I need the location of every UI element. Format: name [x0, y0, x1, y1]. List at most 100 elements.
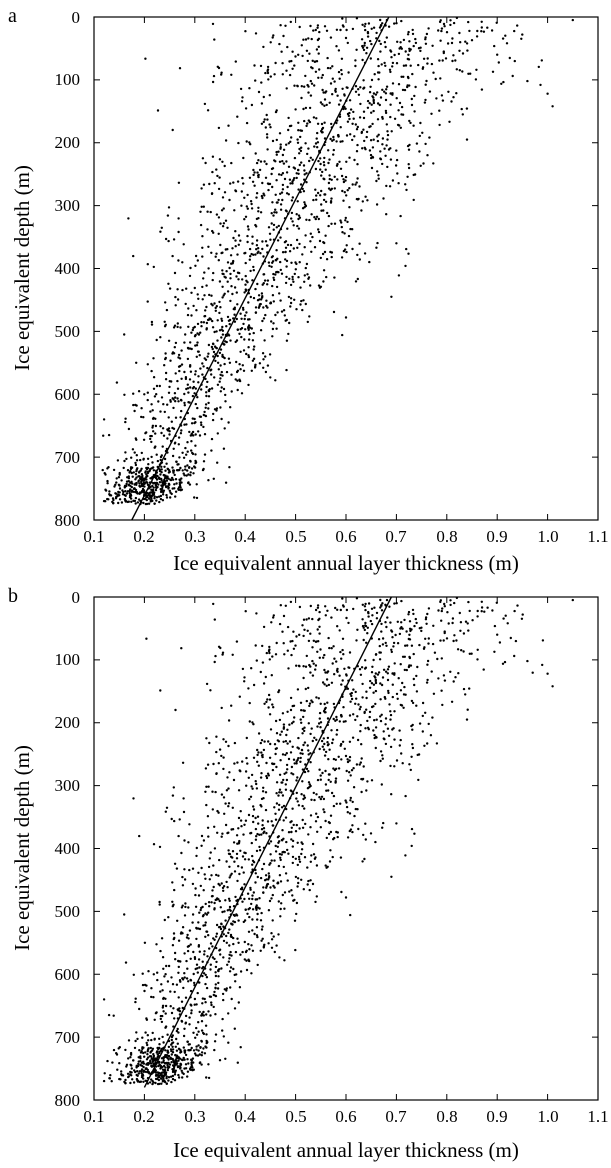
data-point	[236, 369, 240, 372]
data-point	[482, 668, 485, 671]
data-point	[184, 376, 188, 379]
data-point	[222, 925, 225, 928]
data-point	[327, 683, 331, 687]
data-point	[376, 91, 379, 94]
data-point	[318, 239, 322, 243]
data-point	[171, 944, 175, 947]
data-point	[249, 200, 253, 203]
data-point	[358, 668, 362, 671]
data-point	[205, 1041, 208, 1045]
data-point	[266, 65, 270, 69]
data-point	[210, 449, 213, 452]
data-point	[304, 687, 307, 691]
data-point	[252, 265, 255, 269]
data-point	[446, 42, 450, 45]
data-point	[374, 679, 377, 683]
data-point	[240, 392, 244, 395]
data-point	[418, 722, 422, 725]
data-point	[307, 686, 310, 690]
data-point	[200, 1051, 204, 1054]
data-point	[344, 219, 347, 222]
data-point	[127, 427, 131, 431]
data-point	[159, 230, 162, 233]
data-point	[338, 674, 341, 677]
data-point	[293, 64, 296, 67]
data-point	[277, 198, 280, 202]
data-point	[279, 880, 283, 883]
data-point	[173, 862, 177, 865]
data-point	[307, 91, 310, 94]
data-point	[305, 172, 308, 175]
data-point	[521, 33, 524, 36]
data-point	[160, 465, 163, 468]
data-point	[226, 886, 229, 889]
data-point	[285, 259, 289, 263]
data-point	[514, 639, 518, 643]
data-point	[260, 739, 264, 742]
data-point	[205, 913, 209, 916]
data-point	[207, 407, 210, 410]
data-point	[300, 299, 303, 303]
data-point	[175, 1057, 178, 1060]
data-point	[347, 71, 350, 74]
data-point	[360, 757, 363, 760]
data-point	[240, 100, 244, 103]
data-point	[214, 255, 217, 258]
data-point	[226, 280, 229, 283]
panel-b-points	[102, 596, 574, 1086]
data-point	[376, 673, 380, 676]
data-point	[450, 700, 454, 703]
data-point	[372, 96, 375, 99]
data-point	[331, 139, 334, 142]
data-point	[404, 794, 407, 798]
data-point	[142, 485, 145, 488]
panel-b-x-tick-label: 0.7	[385, 1107, 407, 1126]
data-point	[108, 490, 111, 493]
data-point	[300, 709, 303, 712]
data-point	[319, 774, 322, 777]
data-point	[219, 243, 222, 247]
data-point	[184, 1049, 187, 1052]
data-point	[454, 676, 457, 679]
data-point	[201, 974, 204, 978]
data-point	[216, 432, 219, 435]
data-point	[176, 1065, 180, 1069]
data-point	[203, 271, 206, 274]
data-point	[293, 919, 297, 922]
data-point	[144, 1070, 147, 1074]
data-point	[173, 1079, 177, 1082]
data-point	[389, 713, 393, 717]
data-point	[259, 252, 262, 255]
data-point	[379, 42, 382, 46]
data-point	[171, 1034, 174, 1037]
data-point	[162, 967, 165, 970]
data-point	[135, 438, 138, 441]
data-point	[227, 831, 230, 834]
data-point	[164, 1071, 168, 1074]
data-point	[325, 258, 329, 261]
data-point	[245, 968, 249, 972]
data-point	[424, 98, 427, 102]
data-point	[327, 224, 330, 228]
data-point	[301, 308, 304, 312]
data-point	[247, 943, 250, 946]
data-point	[267, 188, 270, 192]
data-point	[398, 632, 402, 636]
data-point	[291, 275, 294, 279]
data-point	[413, 94, 416, 98]
data-point	[242, 369, 246, 372]
data-point	[212, 885, 215, 889]
data-point	[217, 981, 220, 985]
data-point	[188, 365, 192, 368]
data-point	[243, 897, 246, 901]
data-point	[269, 41, 272, 44]
data-point	[188, 868, 191, 872]
data-point	[194, 373, 197, 376]
data-point	[326, 211, 329, 215]
data-point	[513, 654, 516, 658]
data-point	[248, 176, 252, 179]
data-point	[201, 362, 204, 365]
data-point	[364, 195, 367, 198]
data-point	[132, 499, 135, 502]
data-point	[183, 392, 186, 396]
